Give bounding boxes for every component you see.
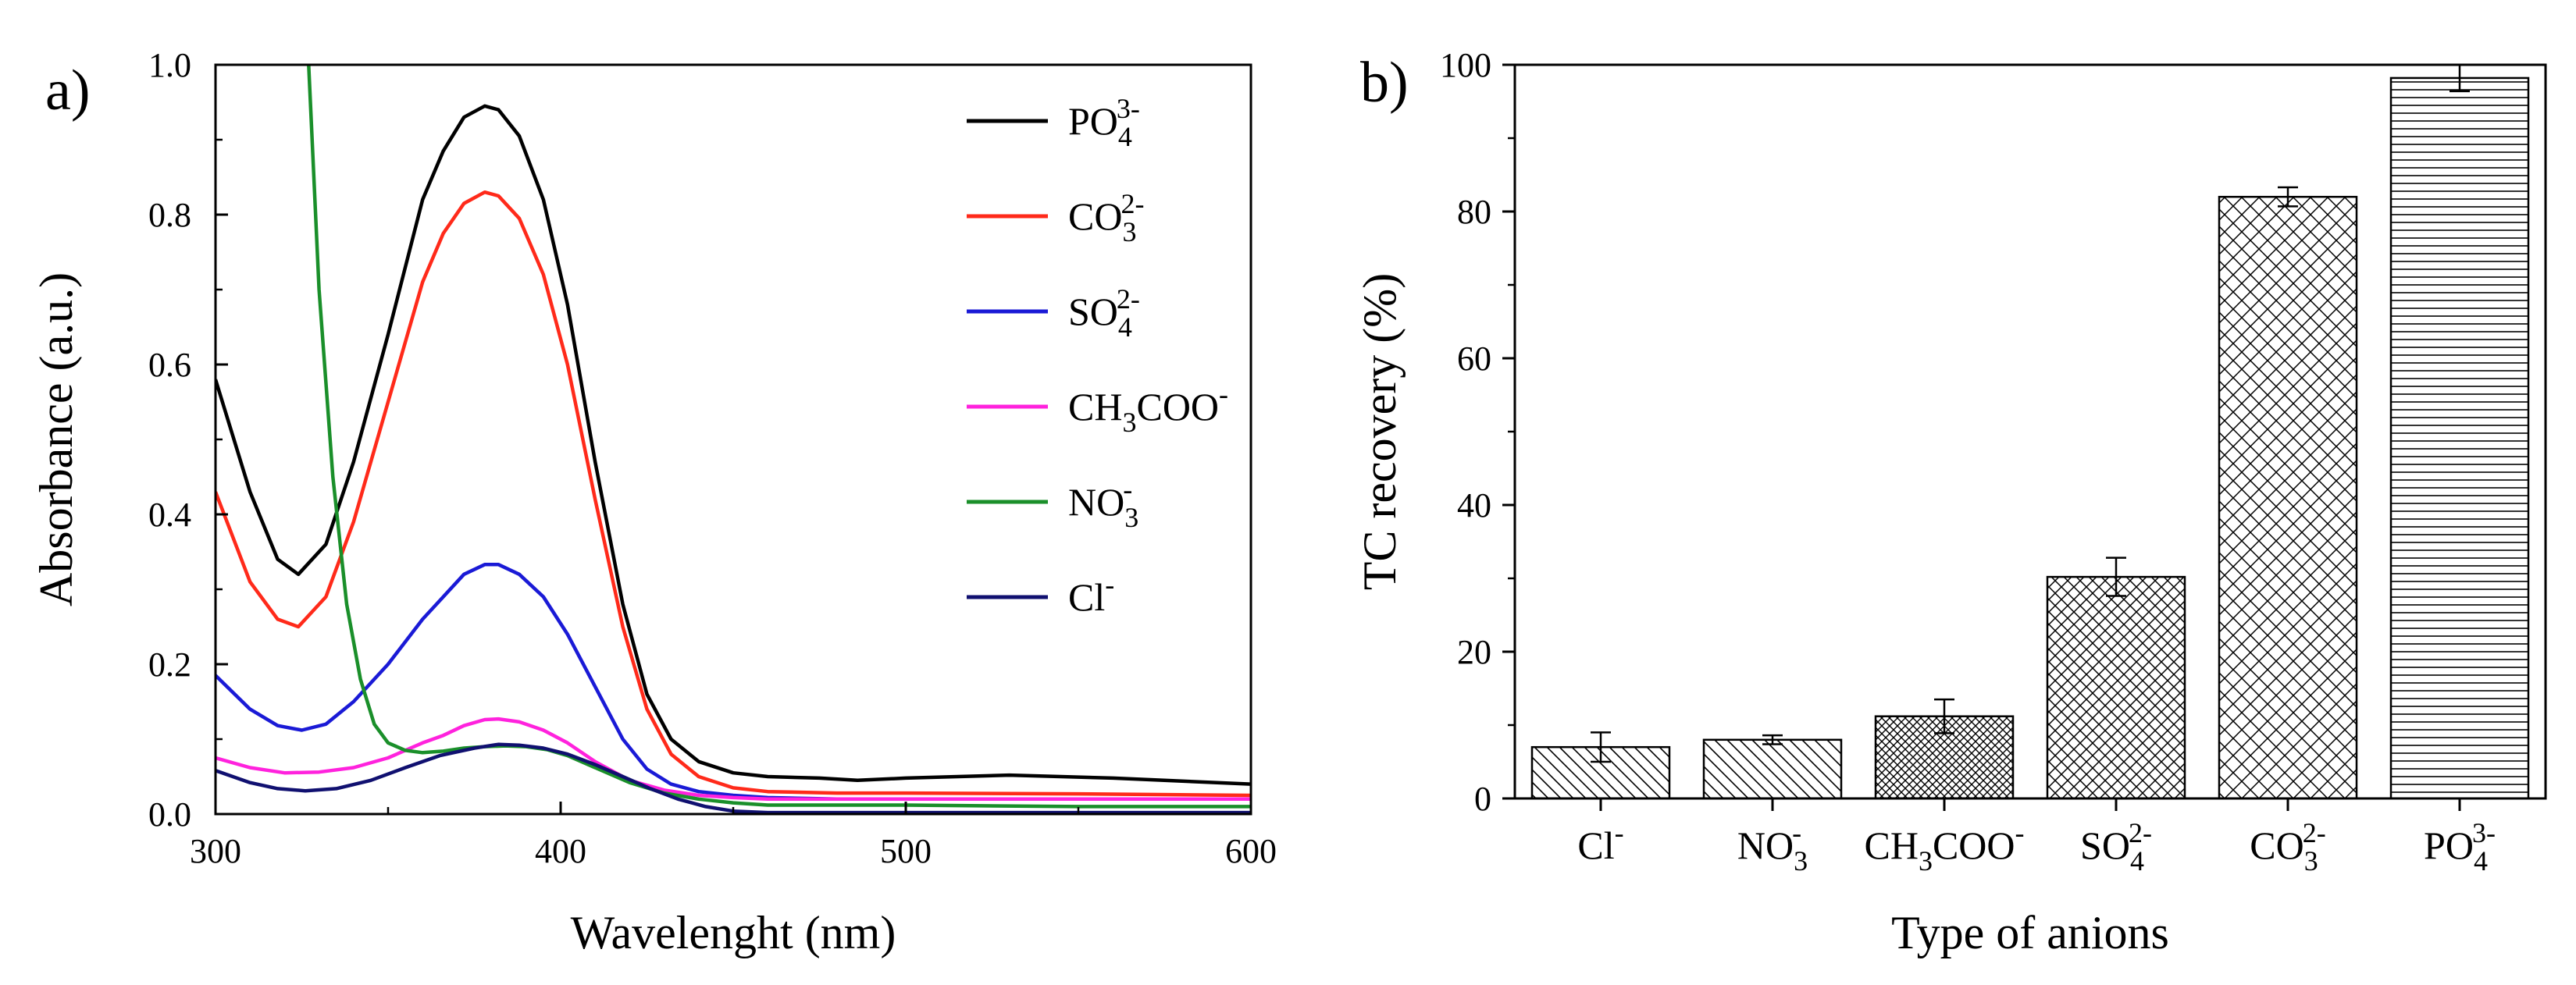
y-tick-label: 20 — [1457, 633, 1491, 671]
y-tick-label: 100 — [1440, 46, 1491, 84]
bar-1 — [1702, 738, 1843, 800]
legend-label-3: CH3COO- — [1068, 379, 1228, 438]
y-tick-label: 60 — [1457, 340, 1491, 378]
legend-label-1: CO32- — [1068, 188, 1144, 247]
series-line-5 — [216, 742, 1251, 814]
panel-b-y-axis-label: TC recovery (%) — [1354, 273, 1406, 590]
bar-2 — [1874, 715, 2015, 800]
panel-b-x-axis-label: Type of anions — [1891, 907, 2169, 958]
x-tick-label-5: PO43- — [2424, 817, 2496, 877]
panel-a-y-axis-label: Absorbance (a.u.) — [30, 272, 82, 606]
x-tick-label-3: SO42- — [2080, 817, 2152, 877]
legend-label-2: SO42- — [1068, 283, 1140, 343]
panel-b-bars — [1530, 63, 2530, 800]
panel-a-x-axis-label: Wavelenght (nm) — [571, 907, 896, 958]
bar-5 — [2389, 76, 2530, 800]
panel-a-label: a) — [45, 59, 91, 123]
panel-b-x-ticks: Cl- NO3- CH3COO- SO42- CO32- PO43- — [1577, 798, 2496, 877]
x-tick-label: 400 — [535, 832, 586, 870]
legend-label-5: Cl- — [1068, 569, 1114, 619]
x-tick-label-4: CO32- — [2250, 817, 2325, 877]
y-tick-label: 40 — [1457, 486, 1491, 525]
bar-4 — [2218, 195, 2358, 800]
legend-label-0: PO43- — [1068, 93, 1140, 152]
y-tick-label: 0.4 — [148, 496, 191, 534]
series-line-0 — [216, 104, 1251, 786]
legend-label-4: NO3- — [1068, 474, 1138, 533]
x-tick-label: 300 — [190, 832, 241, 870]
x-tick-label-1: NO3- — [1737, 817, 1808, 877]
x-tick-label-2: CH3COO- — [1864, 817, 2024, 877]
series-line-4 — [307, 65, 1251, 809]
y-tick-label: 0 — [1474, 780, 1491, 818]
x-tick-label: 600 — [1225, 832, 1277, 870]
panel-a-series — [216, 65, 1251, 814]
y-tick-label: 0.2 — [148, 645, 191, 684]
panel-a-x-ticks: 300 400 500 600 — [190, 802, 1277, 870]
panel-a: a) 300 400 500 600 0.0 0.2 0.4 0.6 0.8 1.0 Wavel… — [30, 46, 1277, 958]
y-tick-label: 0.0 — [148, 795, 191, 834]
y-tick-label: 1.0 — [148, 46, 191, 84]
y-tick-label: 80 — [1457, 193, 1491, 231]
panel-a-legend: PO43- CO32- SO42- CH3COO- NO3- Cl- — [967, 93, 1228, 619]
series-line-1 — [216, 190, 1251, 798]
panel-b-label: b) — [1360, 51, 1409, 115]
panel-b: b) Cl- NO3- CH3COO- SO42- CO32- PO43- 0 20 40 60… — [1354, 46, 2547, 958]
panel-a-y-ticks: 0.0 0.2 0.4 0.6 0.8 1.0 — [148, 46, 228, 834]
bar-3 — [2046, 575, 2186, 800]
x-tick-label: 500 — [880, 832, 932, 870]
panel-a-plot-frame — [214, 63, 1252, 816]
x-tick-label-0: Cl- — [1577, 817, 1623, 867]
y-tick-label: 0.8 — [148, 196, 191, 234]
panel-b-y-ticks: 0 20 40 60 80 100 — [1440, 46, 1515, 818]
series-line-3 — [216, 717, 1251, 802]
y-tick-label: 0.6 — [148, 346, 191, 384]
